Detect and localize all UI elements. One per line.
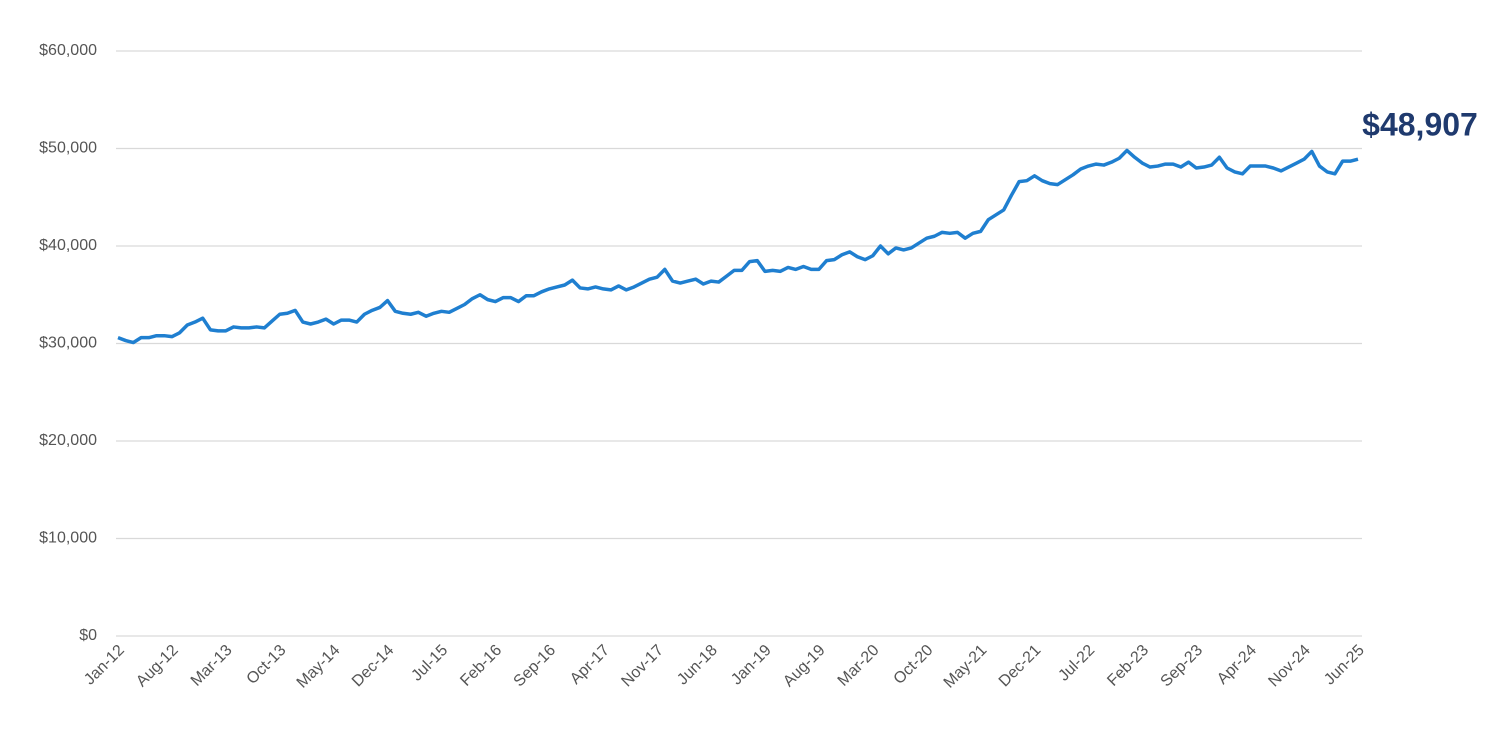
x-tick-label: Jun-18 <box>674 642 721 689</box>
x-tick-label: Jul-22 <box>1055 642 1098 685</box>
x-tick-label: Oct-13 <box>244 642 290 688</box>
x-tick-label: Dec-21 <box>996 642 1045 691</box>
value-label: $48,907 <box>1362 107 1478 143</box>
x-tick-label: Apr-24 <box>1214 642 1260 688</box>
y-tick-label: $0 <box>79 627 97 644</box>
x-tick-label: Nov-24 <box>1265 642 1314 691</box>
x-tick-label: Mar-13 <box>188 642 236 690</box>
x-tick-label: Jul-15 <box>408 642 451 685</box>
x-tick-label: Sep-16 <box>511 642 560 691</box>
x-tick-label: May-14 <box>294 642 344 692</box>
y-tick-label: $30,000 <box>39 335 97 352</box>
x-tick-label: Jan-19 <box>728 642 775 689</box>
x-tick-label: May-21 <box>941 642 991 692</box>
x-tick-label: Apr-17 <box>567 642 613 688</box>
y-tick-label: $10,000 <box>39 530 97 547</box>
y-tick-label: $50,000 <box>39 140 97 157</box>
x-tick-label: Mar-20 <box>835 642 883 690</box>
x-tick-label: Jan-12 <box>81 642 128 689</box>
x-tick-label: Jun-25 <box>1321 642 1368 689</box>
x-tick-label: Sep-23 <box>1158 642 1207 691</box>
y-tick-label: $60,000 <box>39 42 97 59</box>
data-line <box>117 148 1359 345</box>
y-tick-label: $20,000 <box>39 432 97 449</box>
x-tick-label: Nov-17 <box>618 642 667 691</box>
x-tick-label: Aug-19 <box>780 642 829 691</box>
x-tick-label: Aug-12 <box>133 642 182 691</box>
x-tick-label: Feb-16 <box>457 642 505 690</box>
x-tick-label: Dec-14 <box>349 642 398 691</box>
x-tick-label: Oct-20 <box>891 642 937 688</box>
y-tick-label: $40,000 <box>39 237 97 254</box>
x-tick-label: Feb-23 <box>1104 642 1152 690</box>
